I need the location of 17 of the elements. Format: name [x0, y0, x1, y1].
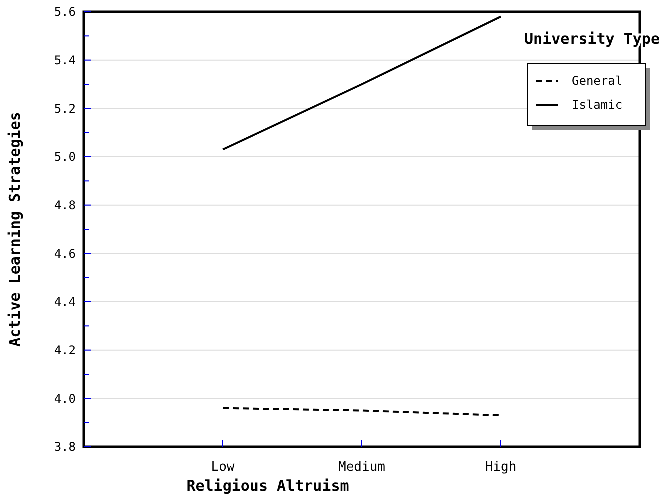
y-tick-label: 4.0	[54, 392, 76, 406]
y-tick-label: 5.4	[54, 54, 76, 68]
legend-label: General	[572, 74, 623, 88]
x-tick-label: Low	[211, 460, 235, 475]
y-tick-label: 5.6	[54, 5, 76, 20]
y-tick-label: 4.6	[54, 246, 76, 261]
y-tick-label: 5.0	[54, 150, 76, 164]
y-tick-label: 4.2	[54, 344, 76, 358]
x-tick-label: Medium	[338, 460, 386, 475]
legend-label: Islamic	[572, 98, 623, 112]
y-tick-label: 4.4	[54, 295, 76, 310]
y-axis-title: Active Learning Strategies	[6, 112, 24, 347]
x-axis-title: Religious Altruism	[186, 477, 350, 495]
x-tick-label: High	[485, 460, 517, 475]
y-tick-label: 3.8	[54, 440, 76, 454]
y-tick-label: 5.2	[54, 102, 76, 116]
y-tick-label: 4.8	[54, 198, 76, 213]
